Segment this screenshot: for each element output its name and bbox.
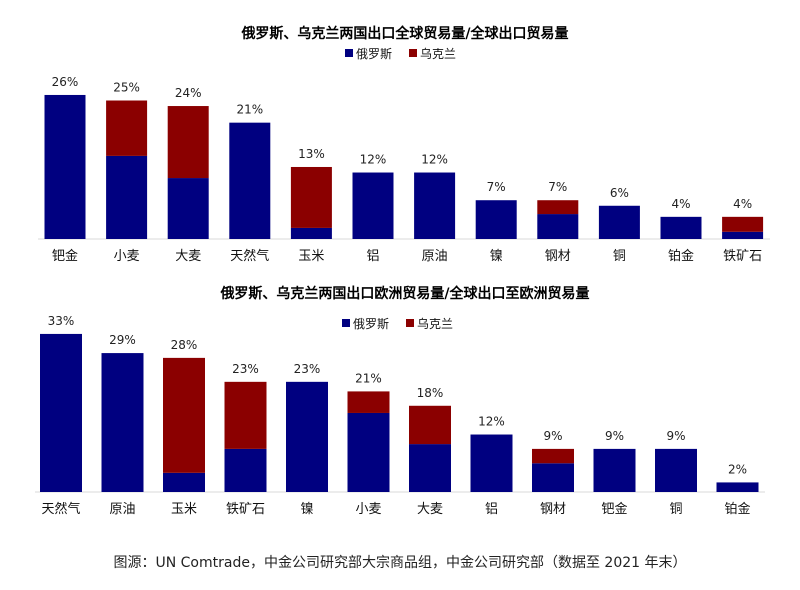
data-label: 33%: [48, 314, 75, 328]
bar-russia: [470, 434, 513, 492]
bar-ukraine: [163, 357, 205, 473]
bar-ukraine: [722, 216, 764, 232]
x-tick-label: 原油: [109, 502, 135, 517]
legend-swatch-ukraine: [406, 319, 414, 327]
chart-global-exports: 俄罗斯、乌克兰两国出口全球贸易量/全球出口贸易量 俄罗斯 乌克兰 26% 钯金 25…: [38, 25, 770, 264]
x-tick-label: 大麦: [417, 502, 443, 517]
legend-swatch-russia: [342, 319, 350, 327]
x-tick-label: 钯金: [601, 501, 627, 517]
x-tick-label: 镍: [300, 502, 313, 517]
x-tick-label: 铝: [485, 502, 498, 517]
bar-ukraine: [532, 448, 574, 464]
legend: 俄罗斯 乌克兰: [342, 316, 453, 331]
source-caption: 图源：UN Comtrade，中金公司研究部大宗商品组，中金公司研究部（数据至 …: [113, 555, 686, 571]
bar-ukraine: [167, 106, 209, 179]
bar-russia: [716, 482, 759, 492]
x-tick-label: 钢材: [540, 502, 566, 517]
data-label: 25%: [113, 81, 140, 95]
data-label: 24%: [175, 86, 202, 100]
x-tick-label: 天然气: [41, 501, 80, 517]
x-tick-label: 铜: [613, 249, 626, 264]
x-tick-label: 铂金: [668, 248, 694, 264]
x-tick-label: 铜: [669, 502, 682, 517]
bar-russia: [414, 172, 456, 239]
legend-label-russia: 俄罗斯: [356, 47, 392, 61]
data-label: 28%: [171, 338, 198, 352]
x-tick-label: 小麦: [114, 249, 140, 264]
x-tick-label: 铁矿石: [723, 249, 762, 264]
legend-label-russia: 俄罗斯: [353, 317, 389, 331]
bar-russia: [655, 448, 697, 492]
data-label: 9%: [605, 429, 624, 443]
x-tick-label: 大麦: [175, 249, 201, 264]
bar-russia: [163, 472, 205, 492]
bar-ukraine: [347, 391, 390, 413]
bar-russia: [593, 448, 636, 492]
bar-russia: [598, 205, 640, 239]
bar-russia: [475, 200, 517, 239]
bar-russia: [532, 463, 574, 492]
legend-label-ukraine: 乌克兰: [417, 316, 453, 331]
bar-russia: [409, 444, 451, 492]
data-label: 9%: [543, 429, 562, 443]
data-label: 12%: [421, 153, 448, 167]
bar-russia: [722, 231, 764, 239]
data-label: 7%: [548, 180, 567, 194]
data-label: 13%: [298, 147, 325, 161]
bar-russia: [660, 216, 702, 239]
bar-ukraine: [224, 381, 267, 449]
bar-russia: [347, 412, 390, 492]
bar-russia: [40, 333, 82, 492]
data-label: 4%: [733, 197, 752, 211]
x-tick-label: 玉米: [298, 249, 324, 264]
data-label: 23%: [294, 362, 321, 376]
data-label: 6%: [610, 186, 629, 200]
x-tick-label: 铂金: [724, 501, 750, 517]
data-label: 12%: [360, 153, 387, 167]
legend-swatch-ukraine: [409, 49, 417, 57]
data-label: 2%: [728, 462, 747, 476]
chart-title: 俄罗斯、乌克兰两国出口全球贸易量/全球出口贸易量: [240, 25, 568, 42]
chart-europe-exports: 俄罗斯、乌克兰两国出口欧洲贸易量/全球出口至欧洲贸易量 俄罗斯 乌克兰 33% 天…: [35, 285, 765, 517]
legend: 俄罗斯 乌克兰: [345, 46, 456, 61]
data-label: 21%: [355, 371, 382, 385]
x-tick-label: 天然气: [230, 248, 269, 264]
x-tick-label: 镍: [490, 249, 503, 264]
bar-russia: [537, 214, 579, 239]
bar-russia: [106, 155, 148, 239]
legend-swatch-russia: [345, 49, 353, 57]
x-tick-label: 玉米: [171, 502, 197, 517]
data-label: 7%: [487, 180, 506, 194]
bar-russia: [224, 448, 267, 492]
bar-ukraine: [537, 200, 579, 215]
data-label: 23%: [232, 362, 259, 376]
bar-russia: [101, 353, 144, 492]
bar-russia: [352, 172, 394, 239]
data-label: 26%: [52, 75, 79, 89]
x-tick-label: 小麦: [355, 502, 381, 517]
x-tick-label: 钯金: [52, 248, 78, 264]
chart-title: 俄罗斯、乌克兰两国出口欧洲贸易量/全球出口至欧洲贸易量: [219, 285, 589, 302]
bar-ukraine: [290, 166, 332, 228]
bar-ukraine: [106, 100, 148, 156]
x-tick-label: 原油: [422, 249, 448, 264]
x-tick-label: 钢材: [545, 249, 571, 264]
data-label: 21%: [236, 103, 263, 117]
legend-label-ukraine: 乌克兰: [420, 46, 456, 61]
data-label: 18%: [417, 386, 444, 400]
bar-russia: [286, 381, 328, 492]
x-tick-label: 铁矿石: [226, 502, 265, 517]
bar-russia: [44, 94, 86, 240]
bar-russia: [167, 178, 209, 239]
bar-russia: [290, 227, 332, 239]
data-label: 29%: [109, 333, 136, 347]
x-tick-label: 铝: [366, 249, 379, 264]
data-label: 12%: [478, 415, 505, 429]
data-label: 4%: [671, 197, 690, 211]
bar-ukraine: [409, 405, 451, 445]
data-label: 9%: [666, 429, 685, 443]
bar-russia: [229, 122, 271, 239]
